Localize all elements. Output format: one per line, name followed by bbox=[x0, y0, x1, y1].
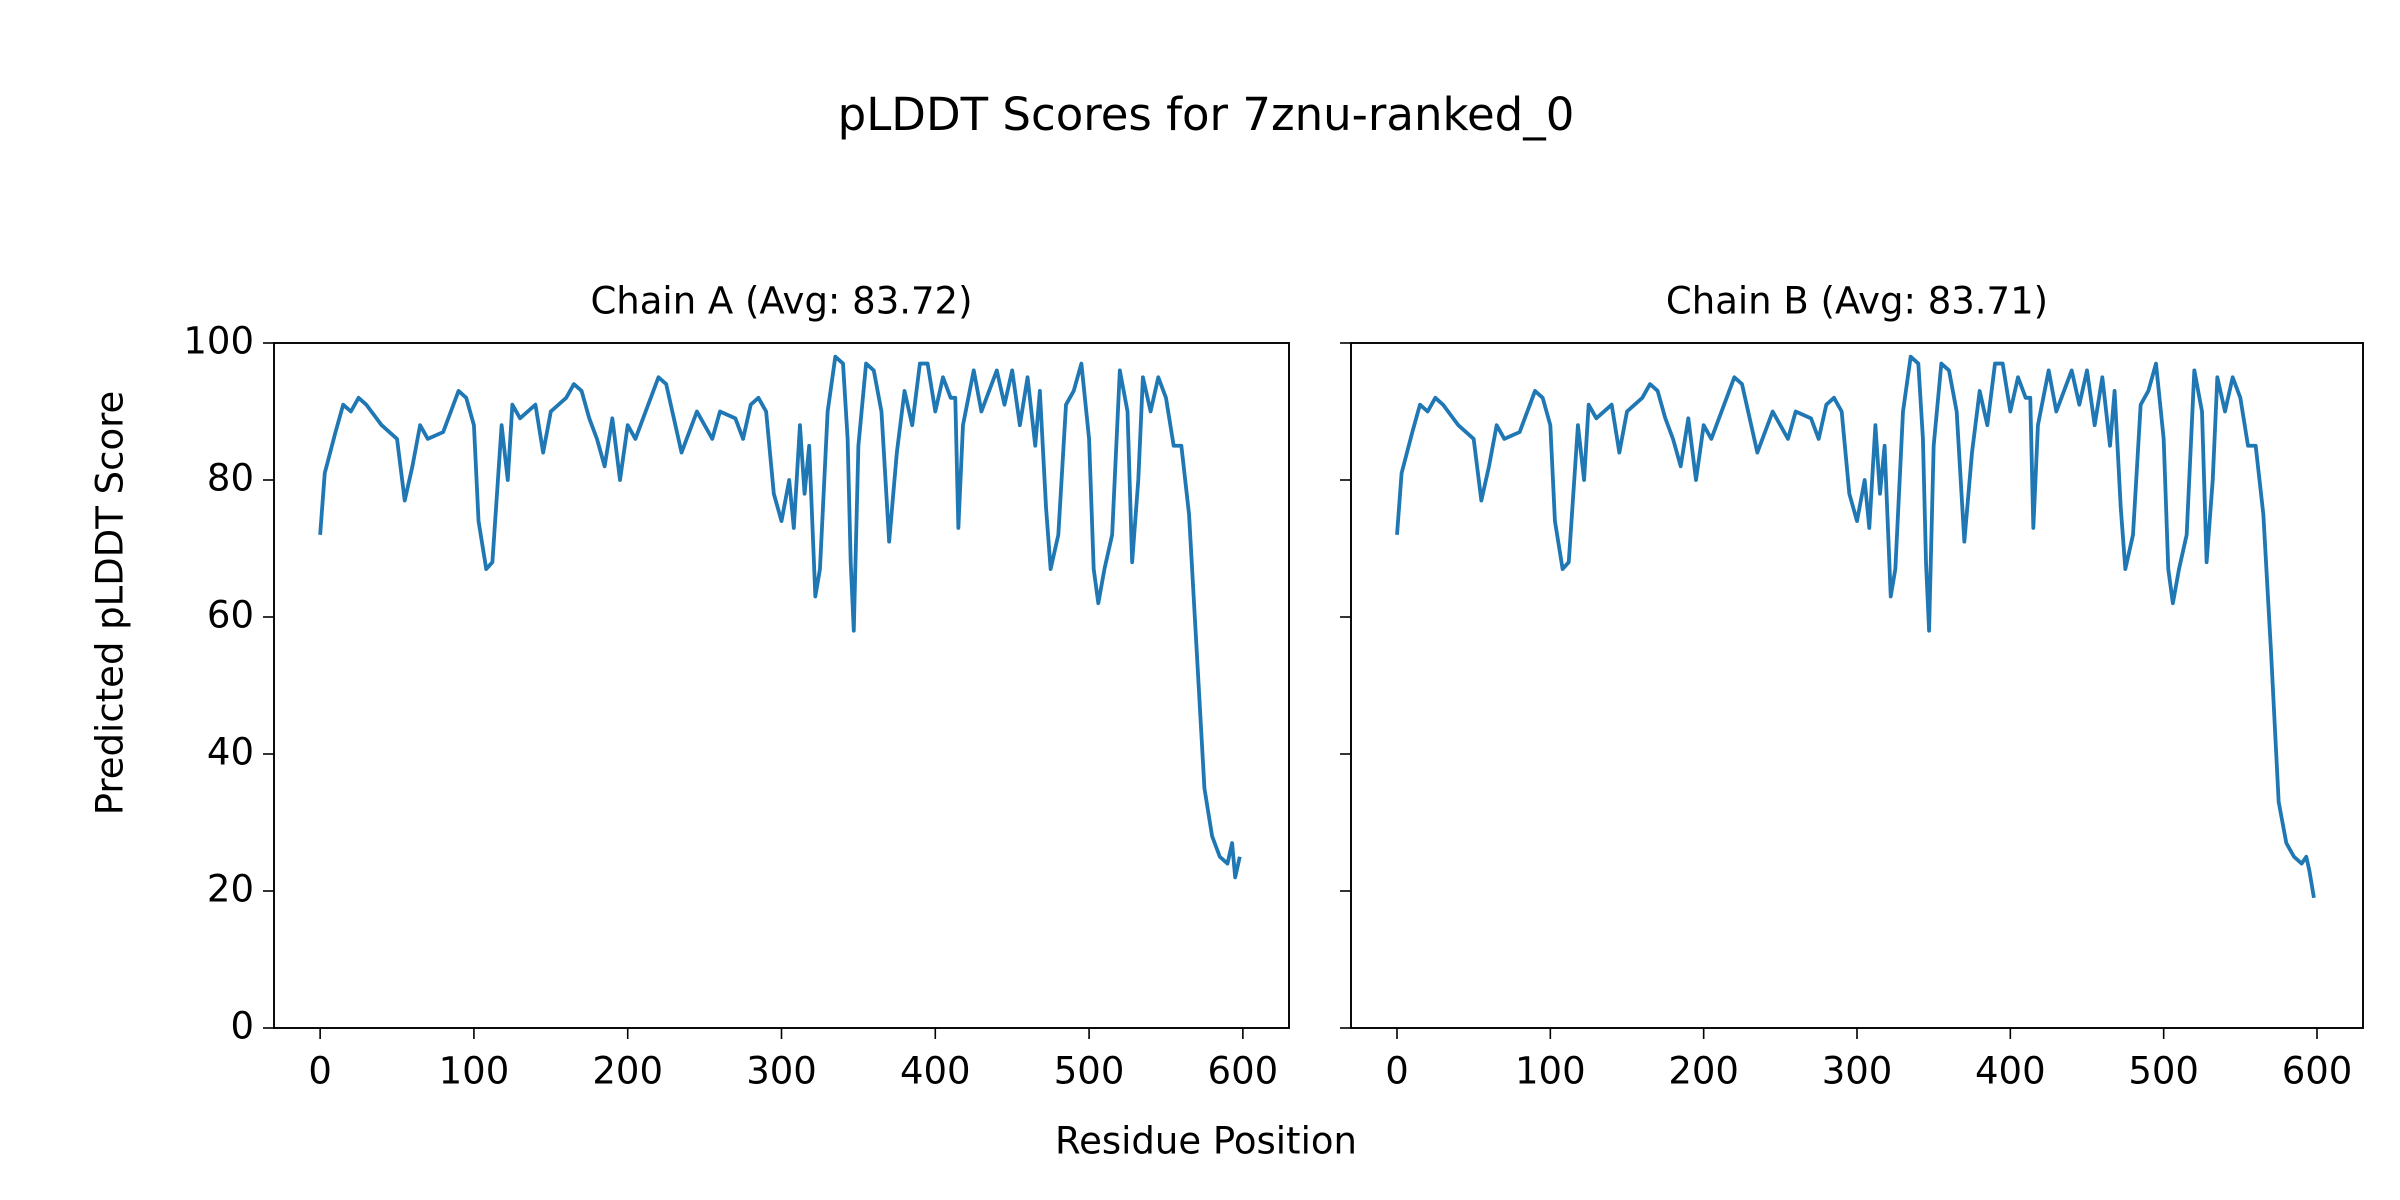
axes-frame bbox=[273, 342, 1290, 1029]
x-tick-label: 0 bbox=[308, 1050, 332, 1093]
y-tick-label: 100 bbox=[183, 320, 254, 363]
y-tick-label: 60 bbox=[207, 594, 254, 637]
subplot-title: Chain B (Avg: 83.71) bbox=[1666, 280, 2048, 323]
x-tick-label: 100 bbox=[1515, 1050, 1586, 1093]
x-tick-label: 500 bbox=[2128, 1050, 2199, 1093]
x-tick-label: 400 bbox=[1975, 1050, 2046, 1093]
line-series bbox=[318, 354, 1242, 880]
y-tick-label: 80 bbox=[207, 457, 254, 500]
x-tick-label: 0 bbox=[1385, 1050, 1409, 1093]
y-tick-label: 20 bbox=[207, 868, 254, 911]
x-tick-label: 400 bbox=[900, 1050, 971, 1093]
x-tick-label: 100 bbox=[439, 1050, 510, 1093]
line-series bbox=[1395, 354, 2316, 899]
x-tick-label: 200 bbox=[592, 1050, 663, 1093]
x-tick-label: 300 bbox=[746, 1050, 817, 1093]
x-tick-label: 300 bbox=[1822, 1050, 1893, 1093]
y-tick-label: 0 bbox=[230, 1005, 254, 1048]
y-axis-label: Predicted pLDDT Score bbox=[89, 391, 132, 816]
y-tick-label: 40 bbox=[207, 731, 254, 774]
figure-title: pLDDT Scores for 7znu-ranked_0 bbox=[838, 88, 1575, 141]
x-tick-label: 500 bbox=[1054, 1050, 1125, 1093]
axes-frame bbox=[1350, 342, 2364, 1029]
x-tick-label: 600 bbox=[2282, 1050, 2353, 1093]
subplot-title: Chain A (Avg: 83.72) bbox=[590, 280, 972, 323]
x-tick-label: 600 bbox=[1208, 1050, 1279, 1093]
x-axis-label: Residue Position bbox=[1055, 1120, 1357, 1163]
x-tick-label: 200 bbox=[1668, 1050, 1739, 1093]
